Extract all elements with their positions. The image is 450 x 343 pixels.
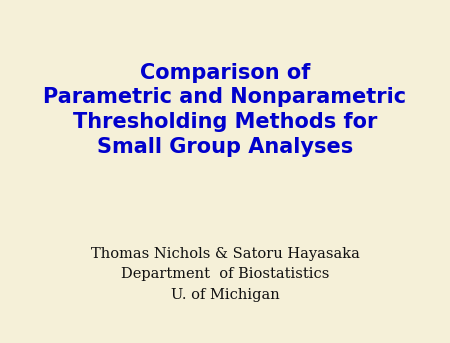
Text: Comparison of
Parametric and Nonparametric
Thresholding Methods for
Small Group : Comparison of Parametric and Nonparametr… <box>44 62 406 157</box>
Text: Thomas Nichols & Satoru Hayasaka
Department  of Biostatistics
U. of Michigan: Thomas Nichols & Satoru Hayasaka Departm… <box>90 247 360 302</box>
